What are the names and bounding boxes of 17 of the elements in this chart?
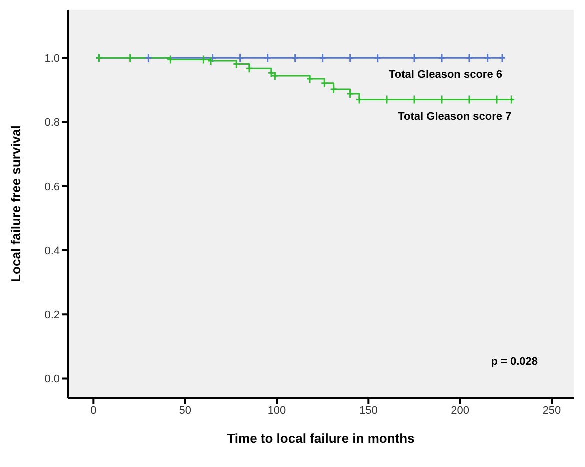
x-tick-label: 0 — [90, 404, 97, 417]
annotation: p = 0.028 — [491, 356, 538, 368]
y-tick-label: 1.0 — [44, 53, 60, 66]
y-tick-label: 0.2 — [44, 310, 60, 322]
y-tick-label: 0.4 — [44, 245, 60, 258]
x-tick-label: 150 — [359, 404, 378, 417]
series-label: Total Gleason score 7 — [398, 110, 512, 123]
x-tick-label: 250 — [542, 404, 562, 417]
y-axis-title: Local failure free survival — [8, 126, 24, 282]
x-tick-label: 50 — [179, 404, 192, 417]
x-axis-title: Time to local failure in months — [227, 431, 415, 446]
y-tick-label: 0.0 — [44, 374, 60, 386]
y-tick-label: 0.8 — [44, 117, 60, 130]
series-label: Total Gleason score 6 — [388, 69, 502, 82]
y-tick-label: 0.6 — [44, 181, 60, 194]
x-tick-label: 100 — [268, 404, 286, 417]
x-tick-label: 200 — [451, 404, 470, 417]
